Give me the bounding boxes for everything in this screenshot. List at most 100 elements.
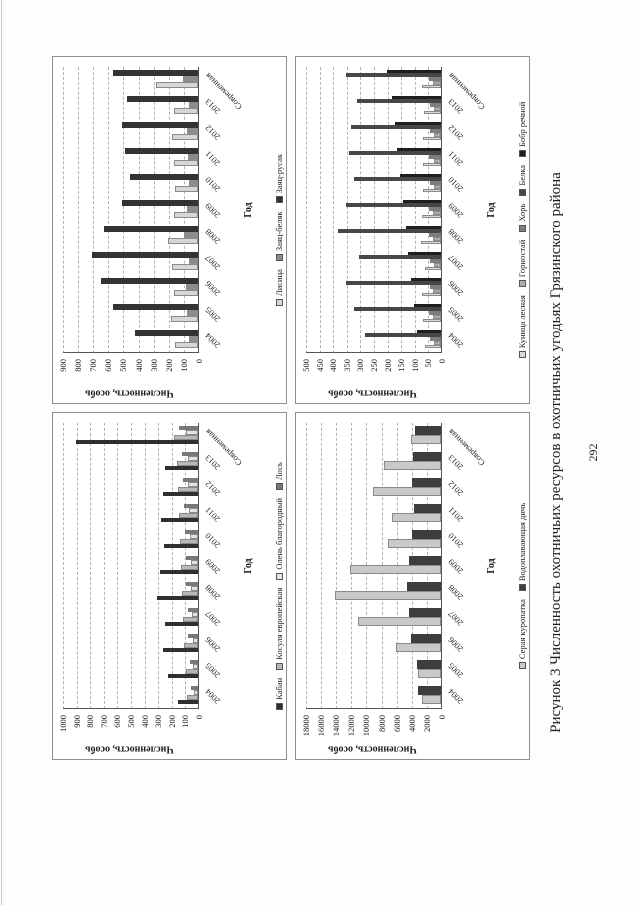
legend-label: Заяц-беляк xyxy=(274,211,284,252)
legend-label: Серая куропатка xyxy=(517,599,527,660)
bar xyxy=(434,340,441,345)
legend-label: Заяц-русак xyxy=(274,153,284,194)
bar xyxy=(402,199,441,204)
y-tick-label: 0 xyxy=(437,715,447,720)
bar xyxy=(188,153,198,161)
legend-label: Водоплавающая дичь xyxy=(517,502,527,582)
bar xyxy=(75,439,198,445)
legend-marker xyxy=(275,254,283,262)
x-tick-label: 2007 xyxy=(203,252,223,272)
bar xyxy=(408,251,441,256)
y-tick-label: 700 xyxy=(98,715,109,728)
x-tick-label: 2004 xyxy=(446,686,466,706)
bar xyxy=(187,607,198,613)
bar xyxy=(433,158,441,163)
y-tick-label: 300 xyxy=(153,715,164,728)
y-tick-label: 0 xyxy=(194,715,204,720)
bar xyxy=(392,95,441,100)
bar xyxy=(161,517,198,523)
x-tick-label: 2005 xyxy=(446,304,466,324)
legend-item: Заяц-русак xyxy=(274,154,284,204)
bar xyxy=(130,173,198,180)
bar xyxy=(173,160,198,167)
x-tick-label: 2011 xyxy=(446,148,465,168)
bar xyxy=(173,435,198,440)
y-tick-label: 10000 xyxy=(361,715,372,737)
bar xyxy=(432,80,441,85)
y-tick-label: 18000 xyxy=(301,715,311,737)
bar xyxy=(162,647,198,653)
bar xyxy=(421,214,441,219)
bar xyxy=(395,643,441,653)
y-tick-label: 100 xyxy=(180,715,191,728)
bar xyxy=(187,309,198,317)
x-tick-label: 2008 xyxy=(203,226,223,246)
y-tick-label: 450 xyxy=(314,359,325,372)
legend: Серая куропатка Водоплавающая дичь xyxy=(517,417,527,755)
bar xyxy=(183,477,198,483)
legend-item: Косуля европейская xyxy=(274,588,284,670)
bar xyxy=(193,690,198,695)
bar xyxy=(434,262,441,267)
x-tick-label: 2006 xyxy=(203,278,223,298)
y-tick-label: 200 xyxy=(382,359,393,372)
plot-area xyxy=(306,423,442,709)
chart-fox-and-hares: Численность, особь 0 100 200 300 400 500 600 700… xyxy=(52,56,287,404)
x-tick-label: 2008 xyxy=(446,582,466,602)
bar xyxy=(178,513,198,518)
bar xyxy=(345,203,441,208)
bar xyxy=(432,314,441,319)
legend-marker xyxy=(518,351,526,359)
bar xyxy=(164,543,198,549)
bar xyxy=(429,181,441,185)
bar xyxy=(429,207,441,211)
x-tick-label: 2007 xyxy=(203,608,223,628)
bar xyxy=(92,251,198,258)
bar xyxy=(433,184,441,189)
y-tick-label: 14000 xyxy=(331,715,342,737)
legend-label: Лисица xyxy=(274,269,284,297)
plot-area xyxy=(63,423,199,709)
bar xyxy=(192,638,198,643)
x-tick-label: 2004 xyxy=(203,330,223,350)
legend-item: Лисица xyxy=(274,269,284,307)
x-tick-label: 2010 xyxy=(203,530,223,550)
bar xyxy=(134,329,198,336)
y-tick-label: 200 xyxy=(166,715,177,728)
x-tick-label: 2004 xyxy=(446,330,466,350)
bar xyxy=(410,633,441,643)
bar xyxy=(433,288,441,293)
bar xyxy=(424,266,441,271)
bar xyxy=(407,581,441,591)
bar xyxy=(420,240,441,245)
bar xyxy=(421,84,441,89)
chart-game-birds: Численность, особь 0 2000 4000 6000 8000 10000… xyxy=(295,412,530,760)
y-tick-label: 100 xyxy=(409,359,420,372)
bar xyxy=(428,311,441,315)
bar xyxy=(173,290,198,297)
x-tick-label: 2012 xyxy=(203,478,223,498)
legend-marker xyxy=(275,572,283,580)
x-tick-label: 2008 xyxy=(446,226,466,246)
bar xyxy=(359,255,441,260)
bar xyxy=(173,212,198,219)
bar xyxy=(187,695,198,700)
bar xyxy=(418,669,441,679)
bar xyxy=(430,259,441,263)
legend-item: Лось xyxy=(274,462,284,490)
bar xyxy=(409,555,441,565)
legend-item: Куница лесная xyxy=(517,295,527,359)
bar xyxy=(422,162,441,167)
bar xyxy=(177,699,198,705)
bar xyxy=(397,147,441,152)
bar xyxy=(191,685,198,691)
legend-marker xyxy=(518,224,526,232)
y-tick-label: 100 xyxy=(178,359,189,372)
y-tick-label: 400 xyxy=(139,715,150,728)
bar xyxy=(157,595,198,601)
bar xyxy=(187,205,198,213)
plot-area xyxy=(306,67,442,353)
bar xyxy=(178,425,198,431)
bar xyxy=(429,129,441,133)
legend-item: Заяц-беляк xyxy=(274,211,284,262)
